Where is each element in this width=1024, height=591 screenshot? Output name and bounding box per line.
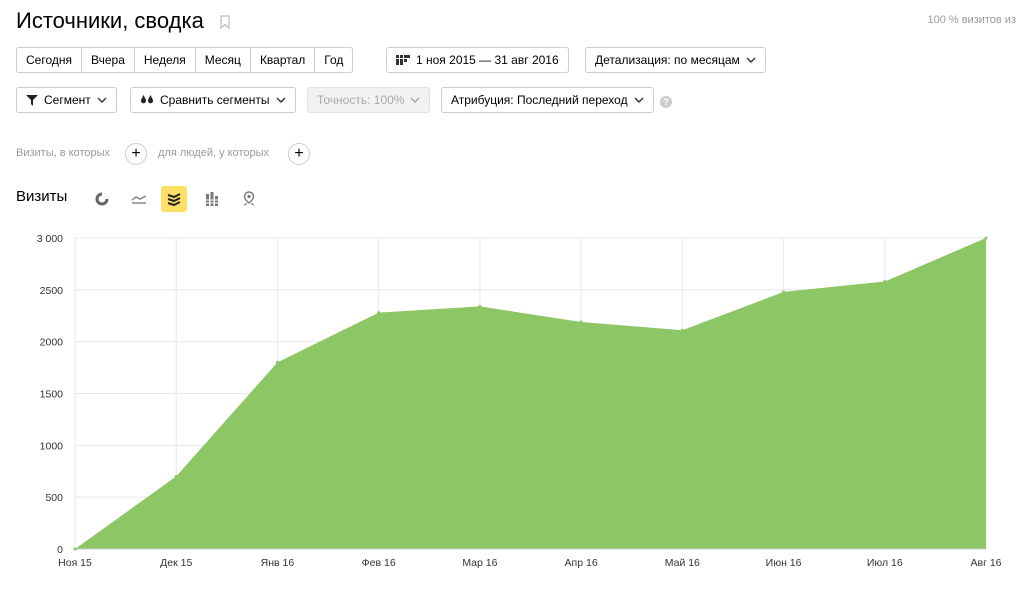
data-point (579, 320, 583, 324)
x-tick-label: Янв 16 (261, 557, 295, 569)
y-tick-label: 1500 (40, 389, 64, 401)
add-visit-condition-button[interactable]: + (125, 143, 147, 165)
tab-month[interactable]: Месяц (194, 47, 251, 73)
data-point (883, 280, 887, 284)
accuracy-label: Точность: 100% (317, 93, 405, 107)
data-point (984, 236, 988, 240)
filter-icon (26, 94, 38, 106)
tab-year[interactable]: Год (314, 47, 354, 73)
attribution-label: Атрибуция: Последний переход (451, 93, 628, 107)
data-point (174, 474, 178, 478)
segment-button[interactable]: Сегмент (16, 87, 117, 113)
visit-percent: 100 % визитов из (927, 14, 1016, 26)
chevron-down-icon (634, 97, 644, 103)
x-tick-label: Авг 16 (970, 557, 1001, 569)
tab-yesterday[interactable]: Вчера (81, 47, 135, 73)
y-tick-label: 1000 (40, 440, 64, 452)
y-tick-label: 3 000 (37, 233, 63, 245)
tab-quarter[interactable]: Квартал (249, 47, 316, 73)
x-tick-label: Фев 16 (362, 557, 396, 569)
compare-icon (140, 95, 154, 104)
tab-week[interactable]: Неделя (133, 47, 196, 73)
stacked-area-icon[interactable] (161, 186, 187, 212)
x-tick-label: Июн 16 (766, 557, 802, 569)
data-point (680, 328, 684, 332)
chevron-down-icon (746, 57, 756, 63)
chart-title: Визиты (16, 188, 68, 205)
data-point (782, 290, 786, 294)
date-range-button[interactable]: 1 ноя 2015 — 31 авг 2016 (386, 47, 569, 73)
y-tick-label: 2000 (40, 337, 64, 349)
tab-today[interactable]: Сегодня (16, 47, 82, 73)
chevron-down-icon (97, 97, 107, 103)
line-icon[interactable] (126, 186, 152, 212)
segment-label: Сегмент (44, 93, 91, 107)
data-point (377, 311, 381, 315)
x-tick-label: Апр 16 (565, 557, 598, 569)
compare-segments-label: Сравнить сегменты (160, 93, 270, 107)
bar-icon[interactable] (199, 186, 225, 212)
data-point (73, 547, 77, 551)
detalization-label: Детализация: по месяцам (595, 53, 740, 67)
detalization-dropdown[interactable]: Детализация: по месяцам (585, 47, 766, 73)
help-icon[interactable]: ? (660, 96, 672, 108)
chevron-down-icon (410, 97, 420, 103)
chevron-down-icon (276, 97, 286, 103)
visits-condition-label: Визиты, в которых (16, 147, 110, 159)
add-people-condition-button[interactable]: + (288, 143, 310, 165)
date-range-label: 1 ноя 2015 — 31 авг 2016 (416, 53, 559, 67)
x-tick-label: Май 16 (665, 557, 700, 569)
people-condition-label: для людей, у которых (158, 147, 269, 159)
page-title: Источники, сводка (16, 8, 204, 33)
period-tabs: Сегодня Вчера Неделя Месяц Квартал Год (16, 47, 354, 73)
y-tick-label: 500 (45, 492, 63, 504)
compare-segments-button[interactable]: Сравнить сегменты (130, 87, 296, 113)
attribution-dropdown[interactable]: Атрибуция: Последний переход (441, 87, 654, 113)
data-point (478, 304, 482, 308)
x-tick-label: Дек 15 (160, 557, 192, 569)
calendar-icon (396, 55, 410, 65)
accuracy-dropdown: Точность: 100% (307, 87, 431, 113)
map-icon[interactable] (236, 186, 262, 212)
visits-area-series (75, 238, 986, 549)
x-tick-label: Июл 16 (867, 557, 903, 569)
pie-icon[interactable] (89, 186, 115, 212)
visits-area-chart: 0 500 1000 1500 2000 2500 3 000 Ноя 15 Дек 15 Янв… (37, 233, 1002, 569)
data-point (275, 360, 279, 364)
x-tick-label: Ноя 15 (58, 557, 92, 569)
bookmark-icon[interactable] (220, 15, 230, 29)
y-tick-label: 0 (57, 544, 63, 556)
y-tick-label: 2500 (40, 285, 64, 297)
x-tick-label: Мар 16 (462, 557, 497, 569)
